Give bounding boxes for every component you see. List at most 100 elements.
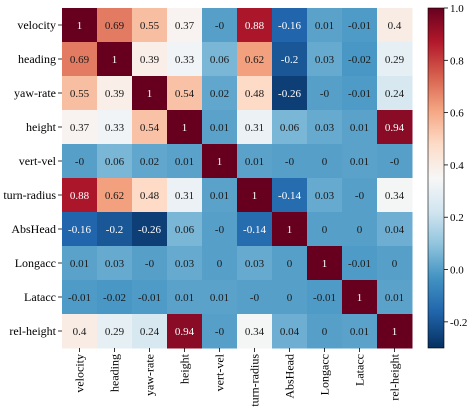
heatmap-cell <box>272 42 308 77</box>
heatmap-cell <box>342 76 378 111</box>
cell-value-label: 0.01 <box>350 122 369 134</box>
heatmap-cell <box>342 280 378 315</box>
cell-value-label: -0.26 <box>138 224 161 236</box>
heatmap-cell <box>272 212 308 247</box>
heatmap-cell <box>62 212 98 247</box>
y-tick-label: Latacc <box>24 290 56 304</box>
cell-value-label: 0.33 <box>105 122 125 134</box>
heatmap-cell <box>167 246 203 281</box>
cell-value-label: 0.03 <box>315 190 335 202</box>
cell-value-label: -0.01 <box>348 258 371 270</box>
x-tick-label: height <box>178 353 192 384</box>
cell-value-label: 0.06 <box>210 54 230 66</box>
heatmap-cell <box>62 110 98 145</box>
cell-value-label: 1 <box>322 258 328 270</box>
heatmap-cell <box>97 144 133 179</box>
heatmap-cell <box>97 314 133 349</box>
cell-value-label: 0.06 <box>280 122 300 134</box>
heatmap-cell <box>237 246 273 281</box>
heatmap-cell <box>342 42 378 77</box>
cell-value-label: 0.31 <box>175 190 194 202</box>
heatmap-cell <box>307 8 343 43</box>
heatmap-cell <box>202 144 238 179</box>
cell-value-label: 0.48 <box>245 88 265 100</box>
heatmap-cell <box>377 246 413 281</box>
cell-value-label: 0.03 <box>105 258 125 270</box>
cell-value-label: 0 <box>357 224 363 236</box>
cell-value-label: -0.2 <box>281 54 298 66</box>
cell-value-label: 0.34 <box>245 326 265 338</box>
x-tick-label: rel-height <box>388 353 402 400</box>
heatmap-cell <box>272 246 308 281</box>
cell-value-label: 0.04 <box>385 224 405 236</box>
heatmap-cell <box>377 76 413 111</box>
cell-value-label: -0 <box>75 156 85 168</box>
cell-value-label: -0.26 <box>278 88 301 100</box>
cell-value-label: 0 <box>322 224 328 236</box>
cell-value-label: 0.06 <box>175 224 195 236</box>
heatmap-cell <box>167 178 203 213</box>
x-tick-label: yaw-rate <box>143 354 157 396</box>
heatmap-cell <box>307 314 343 349</box>
heatmap-cell <box>97 76 133 111</box>
heatmap-cell <box>377 42 413 77</box>
cell-value-label: 1 <box>182 122 188 134</box>
cell-value-label: 0.31 <box>245 122 264 134</box>
y-tick-labels: velocity heading yaw-rate height vert-vel tur… <box>3 18 62 338</box>
cell-value-label: 0.03 <box>245 258 265 270</box>
heatmap-cell <box>167 314 203 349</box>
cell-value-label: -0 <box>390 156 400 168</box>
cell-value-label: -0.01 <box>138 292 161 304</box>
heatmap-cell <box>62 314 98 349</box>
heatmap-cell <box>377 280 413 315</box>
colorbar-tick-label: -0.2 <box>450 317 467 329</box>
cell-value-label: 0 <box>217 258 223 270</box>
heatmap-cell <box>307 212 343 247</box>
cell-value-label: 0.94 <box>175 326 195 338</box>
cell-value-label: 0.03 <box>315 122 335 134</box>
heatmap-cell <box>307 110 343 145</box>
heatmap-cell <box>97 212 133 247</box>
cell-value-label: 0.01 <box>385 292 404 304</box>
cell-value-label: 0.39 <box>105 88 125 100</box>
cell-value-label: 0.33 <box>175 54 195 66</box>
heatmap-cell <box>167 280 203 315</box>
colorbar-tick-label: 0.0 <box>450 265 464 277</box>
heatmap-cell <box>202 314 238 349</box>
heatmap-cell <box>202 8 238 43</box>
heatmap-cell <box>132 42 168 77</box>
cell-value-label: 0.48 <box>140 190 160 202</box>
cell-value-label: 0.54 <box>175 88 195 100</box>
cell-value-label: 0.29 <box>105 326 125 338</box>
heatmap-cell <box>62 76 98 111</box>
cell-value-label: 1 <box>357 292 363 304</box>
y-tick-label: turn-radius <box>3 188 56 202</box>
heatmap-cell <box>377 314 413 349</box>
colorbar-tick-label: 0.2 <box>450 212 464 224</box>
cell-value-label: 0.24 <box>385 88 405 100</box>
heatmap-cell <box>272 144 308 179</box>
cell-value-label: 0 <box>287 258 293 270</box>
colorbar: -0.2 0.0 0.2 0.4 0.6 0.8 1.0 <box>427 3 467 349</box>
cell-value-label: -0 <box>250 292 260 304</box>
cell-value-label: -0 <box>215 224 225 236</box>
heatmap-cell <box>62 42 98 77</box>
heatmap-cell <box>377 8 413 43</box>
x-tick-label: AbsHead <box>283 354 297 399</box>
heatmap-cell <box>132 246 168 281</box>
cell-value-label: 0.88 <box>245 20 265 32</box>
cell-value-label: 0 <box>322 326 328 338</box>
cell-value-label: -0.01 <box>68 292 91 304</box>
cell-value-label: 0.39 <box>140 54 160 66</box>
cell-value-label: 0.54 <box>140 122 160 134</box>
y-tick-label: rel-height <box>9 324 56 338</box>
heatmap-cell <box>272 178 308 213</box>
cell-value-label: -0 <box>145 258 155 270</box>
cell-value-label: 1 <box>112 54 118 66</box>
heatmap-cell <box>237 144 273 179</box>
heatmap-cell <box>132 144 168 179</box>
heatmap-cell <box>202 42 238 77</box>
heatmap-cell <box>167 76 203 111</box>
heatmap-cell <box>202 246 238 281</box>
heatmap-cell <box>272 280 308 315</box>
